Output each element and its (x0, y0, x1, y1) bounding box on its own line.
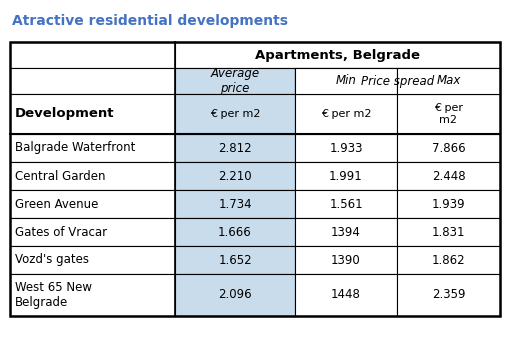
Text: € per
m2: € per m2 (433, 103, 462, 125)
Bar (294, 94, 396, 134)
Text: Atractive residential developments: Atractive residential developments (12, 14, 288, 28)
Text: 2.812: 2.812 (218, 141, 251, 154)
Text: 7.866: 7.866 (431, 141, 464, 154)
Bar (175, 68, 294, 94)
Text: 1.561: 1.561 (328, 197, 362, 210)
Text: € per m2: € per m2 (209, 109, 260, 119)
Text: West 65 New
Belgrade: West 65 New Belgrade (15, 281, 92, 309)
Text: € per m2: € per m2 (320, 109, 371, 119)
Bar (294, 246, 396, 274)
Bar (175, 190, 294, 218)
Text: 1.831: 1.831 (431, 225, 464, 238)
Bar (10, 94, 175, 134)
Text: Max: Max (436, 75, 460, 88)
Bar (10, 68, 175, 94)
Text: Price spread: Price spread (360, 75, 433, 88)
Text: Green Avenue: Green Avenue (15, 197, 98, 210)
Bar (175, 94, 294, 134)
Text: Min: Min (335, 75, 356, 88)
Bar (396, 94, 499, 134)
Bar (396, 68, 499, 94)
Bar (10, 162, 175, 190)
Text: Apartments, Belgrade: Apartments, Belgrade (254, 49, 419, 62)
Text: 2.210: 2.210 (218, 169, 251, 182)
Bar (175, 218, 294, 246)
Bar (294, 162, 396, 190)
Text: 1.734: 1.734 (218, 197, 251, 210)
Text: 2.448: 2.448 (431, 169, 464, 182)
Text: 1.991: 1.991 (328, 169, 362, 182)
Bar (10, 42, 499, 316)
Text: 1390: 1390 (330, 253, 360, 266)
Text: Gates of Vracar: Gates of Vracar (15, 225, 107, 238)
Bar (175, 246, 294, 274)
Text: 1.652: 1.652 (218, 253, 251, 266)
Text: 1.666: 1.666 (218, 225, 251, 238)
Text: 1394: 1394 (330, 225, 360, 238)
Bar (10, 274, 175, 316)
Text: Average
price: Average price (210, 67, 259, 95)
Bar (396, 218, 499, 246)
Bar (10, 246, 175, 274)
Bar (294, 190, 396, 218)
Text: 2.359: 2.359 (431, 288, 464, 301)
Bar (175, 274, 294, 316)
Bar (396, 274, 499, 316)
Text: 1.939: 1.939 (431, 197, 464, 210)
Bar (294, 134, 396, 162)
Bar (175, 162, 294, 190)
Bar (294, 274, 396, 316)
Bar (175, 134, 294, 162)
Bar (294, 218, 396, 246)
Bar (294, 68, 396, 94)
Text: 1.933: 1.933 (329, 141, 362, 154)
Text: Balgrade Waterfront: Balgrade Waterfront (15, 141, 135, 154)
Bar (10, 134, 175, 162)
Bar (175, 42, 499, 68)
Text: 2.096: 2.096 (218, 288, 251, 301)
Text: Development: Development (15, 107, 115, 120)
Text: Vozd's gates: Vozd's gates (15, 253, 89, 266)
Bar (10, 42, 175, 68)
Bar (396, 162, 499, 190)
Text: Central Garden: Central Garden (15, 169, 105, 182)
Text: 1448: 1448 (330, 288, 360, 301)
Bar (396, 134, 499, 162)
Text: 1.862: 1.862 (431, 253, 464, 266)
Bar (294, 68, 499, 94)
Bar (396, 246, 499, 274)
Bar (10, 218, 175, 246)
Bar (396, 190, 499, 218)
Bar (10, 190, 175, 218)
